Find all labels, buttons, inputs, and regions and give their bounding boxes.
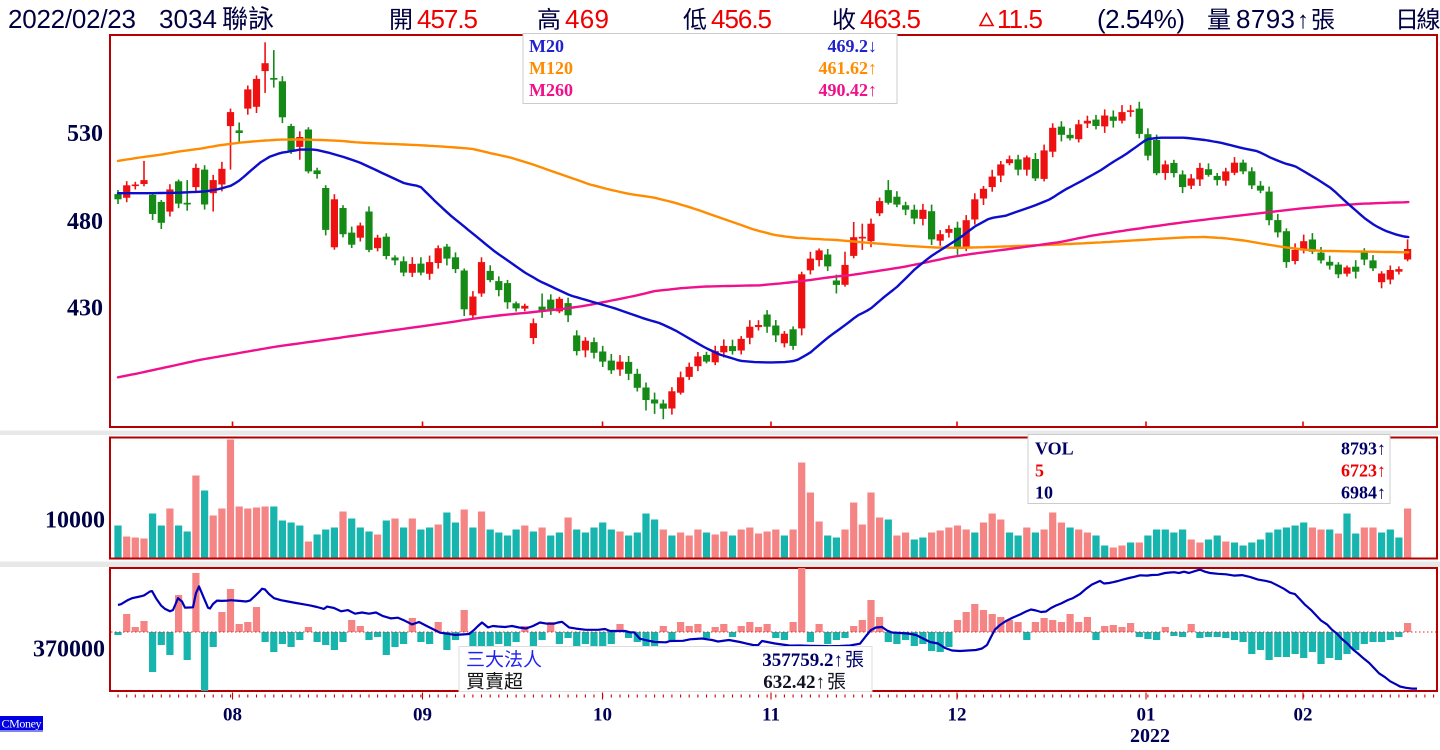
svg-text:CMoney: CMoney [2, 717, 42, 731]
svg-text:357759.2↑: 357759.2↑ [762, 650, 843, 671]
svg-text:469.2↓: 469.2↓ [828, 36, 878, 56]
svg-text:VOL: VOL [1035, 439, 1074, 459]
svg-text:08: 08 [223, 705, 242, 726]
svg-text:8793↑: 8793↑ [1341, 439, 1386, 459]
svg-text:02: 02 [1294, 705, 1313, 726]
svg-text:11: 11 [762, 705, 780, 726]
svg-text:490.42↑: 490.42↑ [819, 80, 878, 100]
svg-text:M20: M20 [529, 36, 564, 56]
svg-text:632.42↑: 632.42↑ [763, 672, 825, 693]
svg-text:430: 430 [67, 296, 103, 322]
svg-text:457.5: 457.5 [417, 4, 478, 34]
svg-text:530: 530 [67, 121, 103, 147]
svg-text:09: 09 [413, 705, 432, 726]
svg-text:461.62↑: 461.62↑ [819, 58, 878, 78]
svg-text:M260: M260 [529, 80, 573, 100]
svg-text:456.5: 456.5 [711, 4, 772, 34]
svg-text:463.5: 463.5 [860, 4, 921, 34]
svg-text:8793: 8793 [1236, 4, 1295, 34]
svg-text:370000: 370000 [33, 637, 105, 663]
svg-text:01: 01 [1137, 705, 1156, 726]
svg-text:10: 10 [1035, 483, 1053, 503]
svg-text:469: 469 [565, 4, 609, 34]
svg-text:(2.54%): (2.54%) [1097, 4, 1185, 34]
svg-text:12: 12 [948, 705, 967, 726]
svg-text:2022/02/23: 2022/02/23 [8, 4, 136, 34]
svg-text:10: 10 [593, 705, 612, 726]
svg-text:480: 480 [67, 209, 103, 235]
svg-text:6723↑: 6723↑ [1341, 461, 1386, 481]
svg-text:↑: ↑ [1297, 7, 1309, 34]
svg-text:6984↑: 6984↑ [1341, 483, 1386, 503]
svg-text:5: 5 [1035, 461, 1044, 481]
svg-text:3034: 3034 [159, 4, 217, 34]
svg-text:M120: M120 [529, 58, 573, 78]
svg-text:11.5: 11.5 [997, 4, 1043, 34]
svg-text:10000: 10000 [45, 507, 105, 533]
svg-text:2022: 2022 [1130, 725, 1170, 747]
